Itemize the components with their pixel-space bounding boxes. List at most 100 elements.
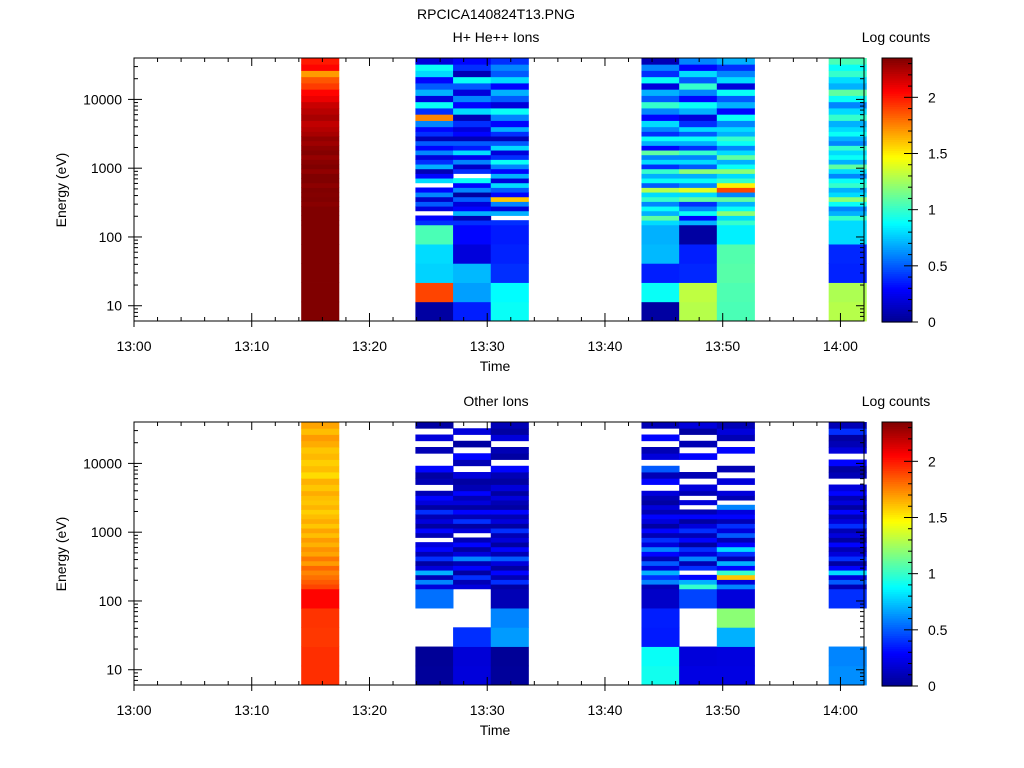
x-tick-label: 14:00: [823, 702, 858, 718]
colorbar-slice: [882, 106, 912, 110]
heatmap-cell: [679, 76, 718, 84]
heatmap-cell: [641, 58, 680, 65]
heatmap-cell: [415, 551, 454, 557]
colorbar-slice: [882, 545, 912, 548]
heatmap-cell: [490, 428, 529, 435]
heatmap-cell: [641, 551, 680, 557]
colorbar-slice: [882, 172, 912, 176]
colorbar-slice: [882, 137, 912, 140]
heatmap-cell: [415, 560, 454, 566]
heatmap-cell: [415, 95, 454, 103]
heatmap-cell: [301, 608, 340, 628]
heatmap-cell: [828, 201, 867, 207]
heatmap-cell: [415, 154, 454, 160]
heatmap-cell: [828, 108, 867, 115]
heatmap-cell: [828, 83, 867, 90]
heatmap-cell: [415, 108, 454, 115]
heatmap-cell: [415, 301, 454, 322]
heatmap-cell: [679, 440, 718, 448]
heatmap-cell: [641, 76, 680, 84]
heatmap-cell: [415, 140, 454, 146]
colorbar-slice: [882, 624, 912, 628]
heatmap-cell: [679, 422, 718, 429]
heatmap-cell: [490, 196, 529, 202]
heatmap-cell: [301, 182, 340, 188]
colorbar-slice: [882, 245, 912, 248]
heatmap-cell: [679, 263, 718, 283]
heatmap-cell: [679, 215, 718, 221]
heatmap-cell: [716, 173, 755, 179]
colorbar-slice: [882, 275, 912, 279]
heatmap-cell: [415, 173, 454, 179]
heatmap-cell: [828, 64, 867, 71]
heatmap-cell: [679, 70, 718, 78]
colorbar-slice: [882, 558, 912, 562]
heatmap-cell: [716, 518, 755, 524]
heatmap-cell: [828, 101, 867, 109]
heatmap-cell: [828, 484, 867, 492]
heatmap-cell: [453, 504, 492, 510]
heatmap-cell: [453, 64, 492, 71]
heatmap-cell: [716, 282, 755, 303]
colorbar-tick-label: 0.5: [928, 622, 948, 638]
heatmap-cell: [490, 627, 529, 647]
heatmap-cell: [453, 192, 492, 198]
heatmap-cell: [453, 440, 492, 448]
heatmap-cell: [828, 500, 867, 506]
colorbar-slice: [882, 315, 912, 319]
time-column: [415, 58, 454, 322]
heatmap-cell: [641, 518, 680, 524]
heatmap-cell: [641, 584, 680, 590]
heatmap-cell: [679, 518, 718, 524]
heatmap-cell: [641, 83, 680, 90]
y-tick-label: 10000: [83, 455, 122, 471]
heatmap-cell: [641, 70, 680, 78]
heatmap-cell: [828, 131, 867, 137]
heatmap-cell: [828, 58, 867, 65]
colorbar-slice: [882, 311, 912, 314]
heatmap-cell: [453, 537, 492, 543]
heatmap-cell: [490, 560, 529, 566]
colorbar-slice: [882, 468, 912, 471]
heatmap-cell: [301, 89, 340, 96]
heatmap-cell: [415, 120, 454, 128]
heatmap-cell: [490, 95, 529, 103]
heatmap-cell: [716, 131, 755, 137]
colorbar-slice: [882, 93, 912, 96]
colorbar-slice: [882, 611, 912, 614]
heatmap-cell: [490, 154, 529, 160]
colorbar-slice: [882, 488, 912, 491]
heatmap-cell: [828, 542, 867, 548]
x-tick-label: 13:10: [234, 702, 269, 718]
colorbar-slice: [882, 461, 912, 465]
heatmap-cell: [301, 422, 340, 429]
heatmap-cell: [641, 282, 680, 303]
x-axis-label: Time: [480, 722, 511, 738]
heatmap-cell: [415, 220, 454, 226]
colorbar-slice: [882, 501, 912, 504]
colorbar-slice: [882, 113, 912, 116]
colorbar-slice: [882, 225, 912, 228]
heatmap-cell: [679, 453, 718, 460]
heatmap-cell: [415, 145, 454, 151]
colorbar-slice: [882, 560, 912, 564]
colorbar-slice: [882, 433, 912, 436]
colorbar-slice: [882, 170, 912, 173]
heatmap-cell: [641, 646, 680, 667]
heatmap-cell: [490, 263, 529, 283]
heatmap-cell: [415, 523, 454, 529]
colorbar-slice: [882, 196, 912, 200]
heatmap-cell: [490, 542, 529, 548]
heatmap-cell: [453, 646, 492, 667]
x-tick-label: 13:30: [470, 338, 505, 354]
heatmap-cell: [679, 282, 718, 303]
y-tick-label: 10000: [83, 91, 122, 107]
heatmap-cell: [641, 140, 680, 146]
colorbar-slice: [882, 207, 912, 211]
heatmap-cell: [716, 434, 755, 442]
colorbar-slice: [882, 426, 912, 430]
time-column: [716, 422, 755, 686]
heatmap-cell: [679, 101, 718, 109]
heatmap-cell: [490, 565, 529, 571]
heatmap-cell: [301, 263, 340, 283]
